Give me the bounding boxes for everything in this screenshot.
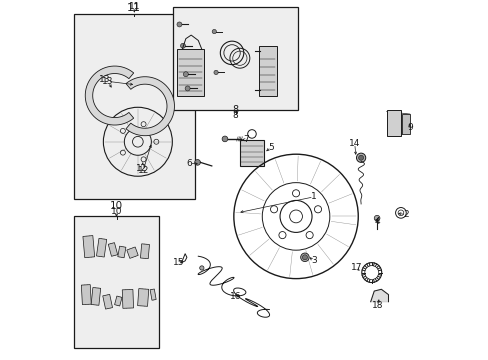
Polygon shape: [140, 244, 149, 259]
Bar: [402, 114, 409, 134]
Text: 8: 8: [232, 111, 238, 120]
Circle shape: [180, 43, 185, 48]
Polygon shape: [83, 235, 95, 258]
Text: 11: 11: [127, 4, 141, 13]
Text: 18: 18: [371, 301, 383, 310]
Polygon shape: [91, 288, 101, 305]
Bar: [74, 14, 194, 199]
Polygon shape: [114, 296, 122, 306]
Text: 2: 2: [403, 210, 408, 219]
Circle shape: [358, 155, 363, 160]
Text: 12: 12: [136, 164, 147, 173]
Text: 10: 10: [111, 207, 122, 216]
Circle shape: [213, 70, 218, 75]
Polygon shape: [122, 289, 133, 308]
Bar: [177, 49, 203, 95]
Circle shape: [222, 136, 227, 142]
Bar: [386, 110, 400, 136]
Polygon shape: [126, 77, 174, 136]
Polygon shape: [102, 294, 112, 309]
Polygon shape: [81, 285, 91, 305]
Text: 13: 13: [99, 75, 110, 84]
Polygon shape: [126, 247, 138, 258]
Text: 14: 14: [348, 139, 360, 148]
Circle shape: [300, 253, 308, 262]
Circle shape: [177, 22, 182, 27]
Polygon shape: [96, 238, 106, 257]
Circle shape: [185, 86, 190, 91]
Circle shape: [199, 266, 203, 270]
Circle shape: [183, 72, 188, 77]
Polygon shape: [118, 246, 126, 258]
Text: 4: 4: [374, 217, 380, 226]
Text: 15: 15: [173, 258, 184, 267]
Bar: [173, 7, 297, 110]
Text: 17: 17: [350, 264, 362, 273]
Text: 3: 3: [310, 256, 316, 265]
Circle shape: [212, 30, 216, 34]
Text: 8: 8: [232, 105, 238, 115]
Polygon shape: [108, 243, 118, 256]
Circle shape: [302, 255, 307, 260]
Circle shape: [194, 159, 200, 165]
Text: 13: 13: [102, 77, 113, 86]
Circle shape: [373, 215, 379, 221]
Polygon shape: [150, 289, 156, 300]
Bar: [240, 140, 264, 166]
Text: 5: 5: [268, 143, 273, 152]
Bar: [258, 46, 277, 95]
Text: 10: 10: [110, 201, 123, 211]
Text: 6: 6: [186, 159, 192, 168]
Text: 1: 1: [310, 192, 316, 201]
Polygon shape: [370, 289, 387, 302]
Text: 12: 12: [137, 166, 148, 175]
Text: 16: 16: [229, 292, 241, 301]
Polygon shape: [137, 289, 148, 306]
Circle shape: [356, 153, 365, 162]
Bar: [74, 216, 159, 348]
Text: 11: 11: [128, 2, 140, 11]
Text: 7: 7: [243, 135, 249, 144]
Polygon shape: [85, 66, 133, 125]
Text: 9: 9: [406, 123, 412, 132]
